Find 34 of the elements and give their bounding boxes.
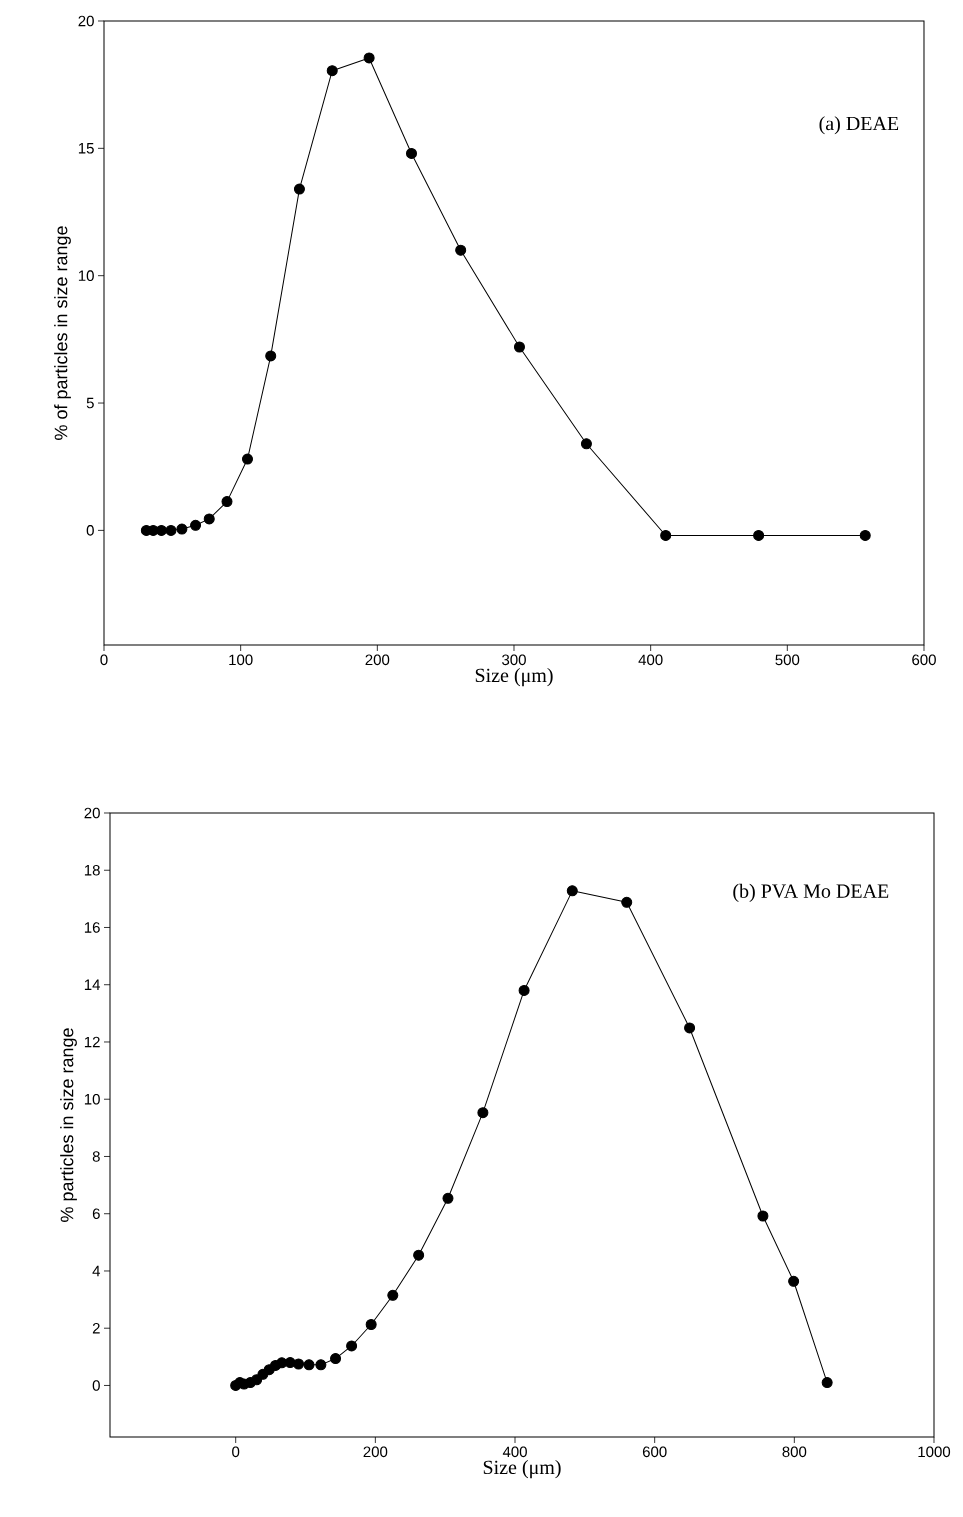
y-tick-label: 0 bbox=[86, 525, 94, 536]
y-axis-title: % of particles in size range bbox=[54, 226, 71, 440]
x-tick-label: 400 bbox=[502, 1446, 527, 1458]
y-tick-label: 6 bbox=[92, 1208, 100, 1220]
y-tick-label: 5 bbox=[86, 397, 94, 409]
x-tick-label: 1000 bbox=[918, 1446, 951, 1458]
x-tick-label: 200 bbox=[363, 1446, 388, 1458]
y-tick-label: 14 bbox=[84, 979, 101, 990]
x-tick-label: 200 bbox=[365, 654, 390, 666]
x-tick-label: 600 bbox=[642, 1446, 667, 1458]
y-tick-label: 20 bbox=[84, 807, 100, 819]
y-tick-label: 12 bbox=[84, 1036, 100, 1048]
y-tick-label: 20 bbox=[78, 15, 94, 27]
x-tick-label: 300 bbox=[502, 654, 526, 666]
x-tick-label: 500 bbox=[775, 654, 800, 666]
y-tick-label: 0 bbox=[92, 1380, 100, 1391]
x-tick-label: 400 bbox=[638, 654, 663, 666]
y-tick-label: 8 bbox=[92, 1151, 100, 1162]
x-axis-title: Size (μm) bbox=[475, 668, 553, 687]
x-tick-label: 800 bbox=[782, 1446, 807, 1458]
x-tick-label: 600 bbox=[912, 654, 936, 666]
y-tick-label: 16 bbox=[84, 922, 100, 933]
x-tick-label: 100 bbox=[229, 654, 253, 666]
y-axis-title: % particles in size range bbox=[60, 1028, 77, 1222]
y-tick-label: 4 bbox=[92, 1265, 101, 1277]
annotation: (a) DEAE bbox=[819, 116, 899, 135]
x-axis-title: Size (μm) bbox=[483, 1460, 561, 1479]
annotation: (b) PVA Mo DEAE bbox=[733, 883, 889, 902]
y-tick-label: 18 bbox=[84, 864, 100, 876]
y-tick-label: 10 bbox=[78, 270, 94, 281]
y-tick-label: 15 bbox=[78, 143, 94, 154]
y-tick-label: 10 bbox=[84, 1093, 100, 1105]
y-tick-label: 2 bbox=[92, 1322, 100, 1334]
x-tick-label: 0 bbox=[232, 1446, 240, 1458]
